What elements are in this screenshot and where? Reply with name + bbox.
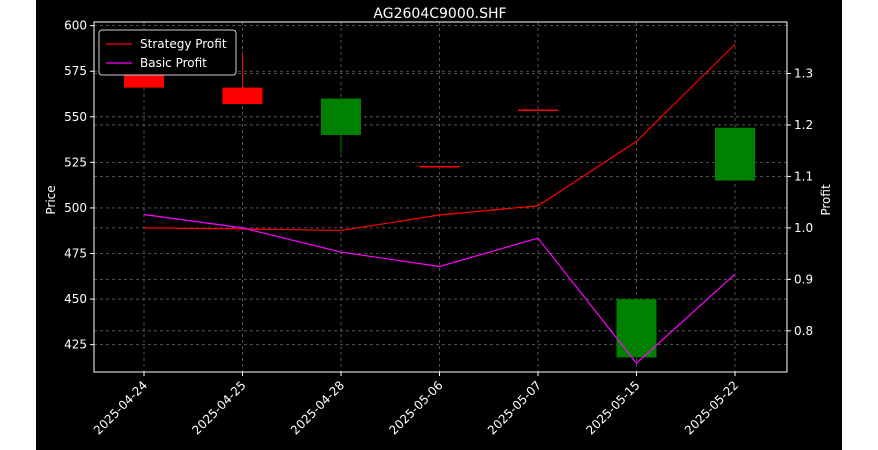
right-axis-label: Profit bbox=[819, 184, 833, 216]
candle-body-2025-05-15 bbox=[616, 299, 657, 358]
right-tick-label-0.8: 0.8 bbox=[794, 324, 813, 338]
plot-frame bbox=[93, 21, 788, 373]
left-axis: 425 450 475 500 525 550 575 600 bbox=[64, 19, 94, 352]
right-tick-label-1.1: 1.1 bbox=[794, 169, 813, 183]
right-tick-label-1: 1.0 bbox=[794, 221, 813, 235]
left-tick-label-500: 500 bbox=[64, 201, 87, 215]
candle-body-2025-04-28 bbox=[321, 98, 361, 136]
right-tick-label-1.2: 1.2 bbox=[794, 118, 813, 132]
left-tick-label-525: 525 bbox=[64, 155, 87, 169]
left-tick-label-475: 475 bbox=[64, 247, 87, 261]
candle-body-2025-05-06 bbox=[419, 166, 460, 168]
left-tick-label-450: 450 bbox=[64, 292, 87, 306]
left-tick-label-425: 425 bbox=[64, 338, 87, 352]
grid-lines bbox=[94, 22, 787, 372]
legend-label-strategy-profit: Strategy Profit bbox=[140, 37, 227, 51]
chart-title: AG2604C9000.SHF bbox=[373, 6, 506, 22]
candle-body-2025-05-22 bbox=[715, 127, 755, 181]
left-tick-label-600: 600 bbox=[64, 19, 87, 33]
series-line-strategy-profit bbox=[143, 43, 736, 232]
legend-label-basic-profit: Basic Profit bbox=[140, 56, 207, 70]
right-tick-label-0.9: 0.9 bbox=[794, 272, 813, 286]
left-tick-label-550: 550 bbox=[64, 110, 87, 124]
candle-body-2025-04-25 bbox=[222, 87, 263, 105]
profit-lines bbox=[143, 43, 736, 365]
legend-box bbox=[98, 29, 237, 76]
legend: Strategy Profit Basic Profit bbox=[98, 29, 237, 76]
candle-body-2025-05-07 bbox=[518, 109, 558, 111]
left-tick-label-575: 575 bbox=[64, 64, 87, 78]
right-tick-label-1.3: 1.3 bbox=[794, 66, 813, 80]
series-line-basic-profit bbox=[143, 213, 736, 365]
left-axis-label: Price bbox=[44, 185, 58, 214]
right-axis: 0.8 0.9 1.0 1.1 1.2 1.3 bbox=[787, 66, 813, 338]
